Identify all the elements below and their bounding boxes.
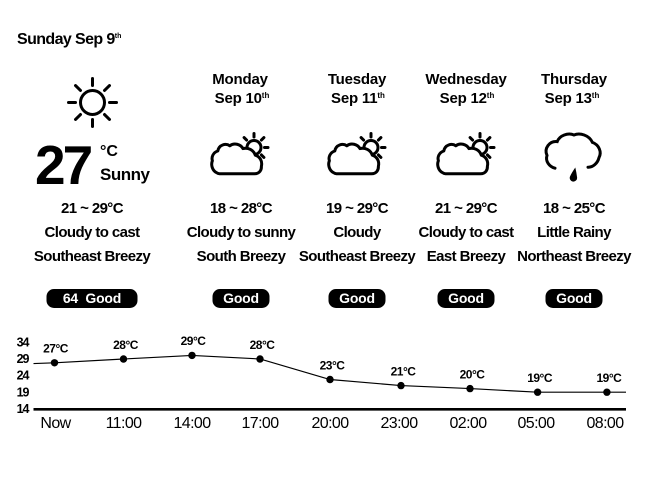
svg-text:23°C: 23°C: [320, 358, 346, 372]
svg-text:20:00: 20:00: [311, 415, 349, 432]
svg-text:08:00: 08:00: [586, 415, 624, 432]
svg-text:02:00: 02:00: [449, 415, 487, 432]
svg-text:24: 24: [17, 369, 30, 383]
svg-text:28°C: 28°C: [113, 338, 139, 352]
svg-text:27°C: 27°C: [43, 342, 69, 356]
svg-text:11:00: 11:00: [106, 415, 143, 432]
svg-text:28°C: 28°C: [250, 338, 276, 352]
svg-text:19°C: 19°C: [527, 371, 553, 385]
svg-text:19: 19: [17, 385, 30, 399]
svg-text:29: 29: [17, 352, 30, 366]
svg-text:29°C: 29°C: [181, 334, 207, 348]
svg-text:19°C: 19°C: [596, 371, 622, 385]
svg-text:14:00: 14:00: [173, 415, 211, 432]
svg-text:Now: Now: [40, 415, 71, 432]
svg-text:23:00: 23:00: [380, 415, 418, 432]
svg-text:21°C: 21°C: [391, 364, 417, 378]
svg-text:14: 14: [17, 402, 30, 416]
svg-text:34: 34: [17, 336, 30, 350]
svg-text:05:00: 05:00: [517, 415, 555, 432]
svg-text:17:00: 17:00: [241, 415, 279, 432]
svg-text:20°C: 20°C: [460, 367, 486, 381]
